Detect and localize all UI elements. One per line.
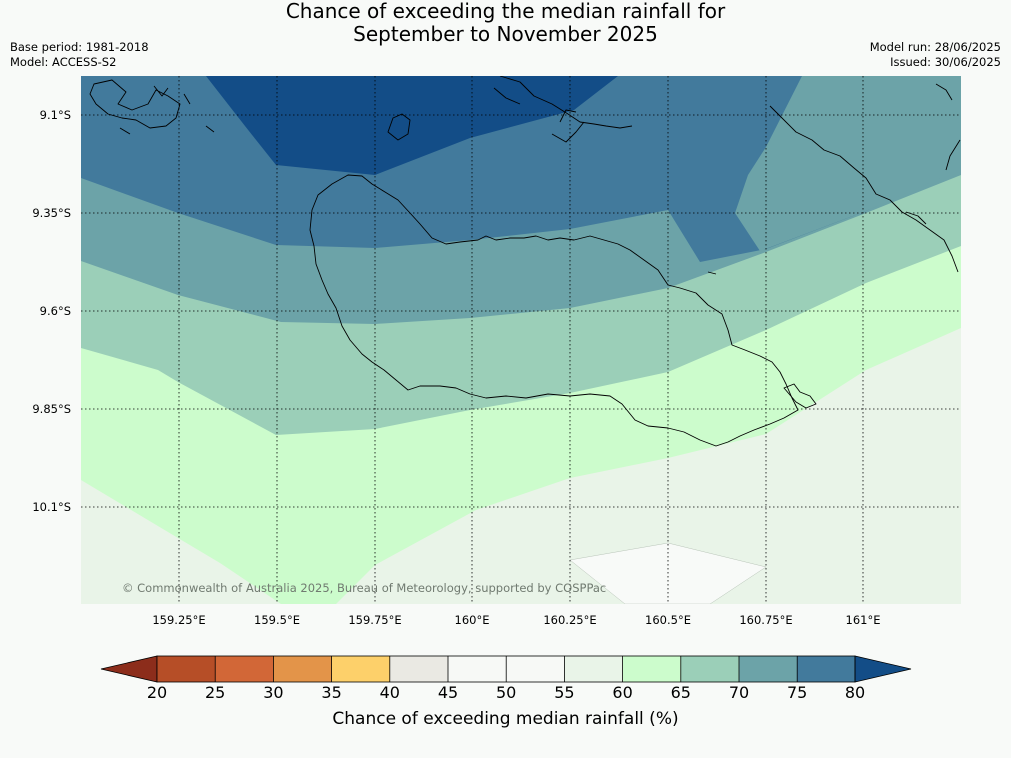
band-75-80-east: [735, 76, 961, 251]
lon-label: 159.25°E: [152, 613, 206, 627]
colorbar-label: Chance of exceeding median rainfall (%): [332, 709, 679, 729]
lat-label: 9.35°S: [32, 206, 71, 220]
colorbar-tick: 80: [844, 683, 866, 702]
colorbar-seg-60-65: [622, 656, 681, 682]
malaita-island: [769, 83, 961, 273]
chart-title: Chance of exceeding the median rainfall …: [0, 0, 1011, 46]
meta-right: Model run: 28/06/2025 Issued: 30/06/2025: [870, 40, 1001, 70]
colorbar-tick: 70: [728, 683, 750, 702]
colorbar-seg-75-80: [797, 656, 855, 682]
lon-label: 161°E: [845, 613, 881, 627]
model-name: Model: ACCESS-S2: [10, 55, 117, 69]
lon-label: 160.75°E: [739, 613, 793, 627]
marau-islets: [707, 271, 817, 409]
colorbar-tick: 75: [787, 683, 808, 702]
colorbar-tick: 40: [379, 683, 400, 702]
colorbar-tick: 50: [496, 683, 517, 702]
colorbar-seg-20-25: [157, 656, 216, 682]
lat-label: 10.1°S: [32, 500, 71, 514]
lat-label: 9.6°S: [39, 304, 71, 318]
colorbar-seg-30-35: [273, 656, 332, 682]
lat-label: 9.1°S: [39, 108, 71, 122]
title-line-2: September to November 2025: [353, 22, 658, 46]
lon-label: 159.75°E: [348, 613, 402, 627]
lon-label: 160.25°E: [543, 613, 597, 627]
lon-label: 160.5°E: [645, 613, 691, 627]
colorbar-tick: 45: [437, 683, 459, 702]
colorbar-seg-40-45: [389, 656, 448, 682]
guadalcanal-island: [309, 174, 799, 447]
lat-label: 9.85°S: [32, 402, 71, 416]
colorbar-tick: 30: [263, 683, 284, 702]
colorbar-arrow-low: [100, 655, 158, 683]
lon-label: 160°E: [454, 613, 490, 627]
colorbar-seg-55-60: [564, 656, 623, 682]
colorbar: [100, 655, 912, 683]
colorbar-arrow-high: [854, 655, 912, 683]
title-line-1: Chance of exceeding the median rainfall …: [285, 0, 726, 23]
graticule: [81, 76, 961, 604]
colorbar-seg-25-30: [215, 656, 274, 682]
colorbar-seg-65-70: [680, 656, 739, 682]
colorbar-seg-35-40: [331, 656, 390, 682]
florida-islands: [493, 76, 633, 143]
colorbar-seg-45-50: [448, 656, 507, 682]
coastline: [89, 76, 961, 447]
copyright-notice: © Commonwealth of Australia 2025, Bureau…: [122, 581, 607, 595]
model-run: Model run: 28/06/2025: [869, 40, 1001, 54]
colorbar-tick: 65: [670, 683, 691, 702]
colorbar-seg-50-55: [506, 656, 565, 682]
lon-label: 159.5°E: [254, 613, 300, 627]
band-80-plus: [206, 76, 618, 175]
russell-islands: [89, 79, 215, 135]
colorbar-tick: 25: [205, 683, 226, 702]
colorbar-tick: 55: [554, 683, 575, 702]
base-period: Base period: 1981-2018: [10, 40, 149, 54]
savo-island: [387, 113, 411, 141]
issued-date: Issued: 30/06/2025: [890, 55, 1001, 69]
colorbar-tick: 60: [612, 683, 633, 702]
meta-left: Base period: 1981-2018 Model: ACCESS-S2: [10, 40, 149, 70]
colorbar-tick: 35: [321, 683, 342, 702]
colorbar-tick: 20: [146, 683, 168, 702]
colorbar-seg-70-75: [739, 656, 798, 682]
